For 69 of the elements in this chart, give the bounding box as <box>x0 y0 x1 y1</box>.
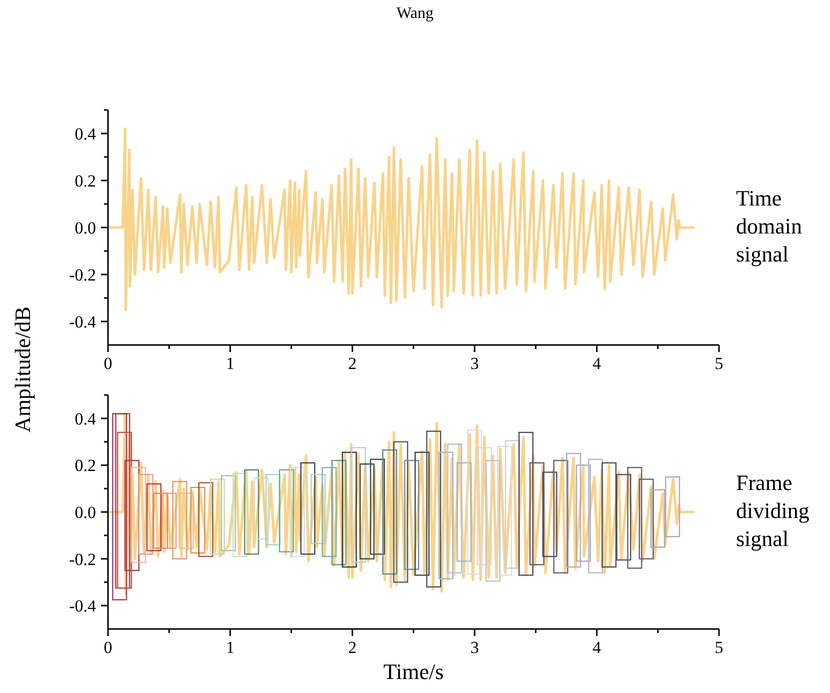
chart-title: Wang <box>396 5 434 22</box>
bar <box>518 432 534 576</box>
x-tick-label: 3 <box>470 354 479 373</box>
x-tick-label: 4 <box>592 638 602 657</box>
bar <box>115 413 130 589</box>
y-tick-label: 0.2 <box>74 456 96 476</box>
bar <box>265 474 280 546</box>
bar <box>504 440 520 569</box>
text: Frame dividing signal <box>736 470 810 551</box>
y-tick-label: -0.2 <box>69 550 96 569</box>
x-tick-label: 3 <box>470 638 479 657</box>
x-tick-label: 0 <box>104 354 112 373</box>
bar <box>414 452 430 576</box>
bar <box>210 478 225 555</box>
y-tick-label: -0.4 <box>69 596 96 616</box>
bar <box>138 474 154 555</box>
bar <box>553 460 568 574</box>
y-tick-label: 0.0 <box>74 503 96 522</box>
bar <box>588 458 604 574</box>
bar <box>198 482 214 558</box>
bar <box>172 480 188 560</box>
bar <box>342 452 357 568</box>
bar <box>310 474 326 544</box>
bar <box>485 460 500 582</box>
y-tick-label: 0.2 <box>74 172 96 190</box>
bar <box>529 462 544 566</box>
y-axis-title: Amplitude/dB <box>10 306 35 432</box>
bar <box>438 452 454 580</box>
y-tick-label: 0.0 <box>74 218 96 238</box>
x-tick-label: 4 <box>592 354 602 373</box>
y-tick-label: -0.2 <box>69 266 96 284</box>
bar <box>254 477 269 540</box>
y-tick-label: 0.4 <box>74 409 96 428</box>
x-tick-label: 5 <box>714 354 724 373</box>
bar <box>278 469 294 552</box>
bar <box>131 466 146 563</box>
x-tick-label: 5 <box>714 638 724 657</box>
bar <box>331 460 346 566</box>
x-axis-title: Time/s <box>383 659 444 684</box>
bar <box>456 462 472 562</box>
bar <box>146 483 162 552</box>
bar <box>426 430 442 588</box>
bar <box>382 449 398 575</box>
bar <box>153 492 168 549</box>
line-series <box>109 128 695 312</box>
bar <box>497 446 512 576</box>
x-tick-label: 2 <box>348 638 357 657</box>
bar <box>190 486 206 554</box>
x-tick-label: 0 <box>104 638 112 657</box>
bar <box>244 469 260 555</box>
bar <box>300 462 316 555</box>
bar <box>290 466 305 558</box>
y-tick-label: -0.4 <box>69 312 96 332</box>
bar <box>162 492 177 549</box>
bar <box>112 413 128 600</box>
bar <box>220 475 236 552</box>
y-tick-label: 0.4 <box>74 124 96 144</box>
bar <box>322 466 337 558</box>
text: Time domain signal <box>736 186 802 266</box>
bar <box>447 444 462 574</box>
bar <box>178 492 194 549</box>
bar <box>351 447 366 563</box>
bar <box>542 472 558 558</box>
x-tick-label: 1 <box>226 638 234 657</box>
bar <box>232 472 248 558</box>
bar <box>404 460 420 570</box>
x-tick-label: 2 <box>348 354 357 373</box>
bar <box>393 441 408 583</box>
x-tick-label: 1 <box>226 354 234 373</box>
